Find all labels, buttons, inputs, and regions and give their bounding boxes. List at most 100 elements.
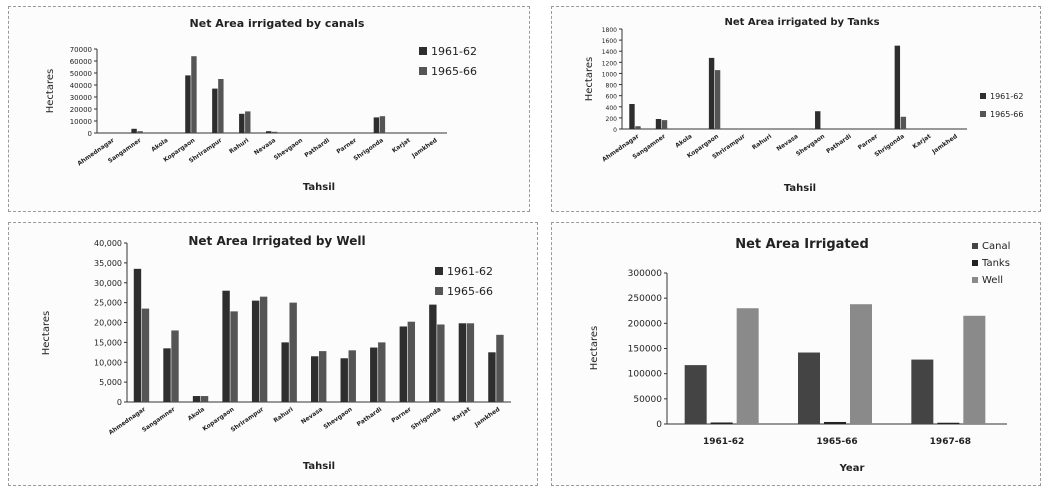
y-axis-label: Hectares (589, 326, 600, 370)
x-tick-label: Shevgaon (795, 133, 826, 158)
chart-title: Net Area irrigated by canals (190, 17, 365, 30)
x-axis-label: Tahsil (784, 183, 816, 194)
y-tick-label: 20,000 (94, 319, 122, 328)
legend-label: 1965-66 (431, 65, 477, 78)
x-tick-label: Shevgaon (273, 137, 304, 162)
y-tick-label: 30,000 (94, 279, 122, 288)
y-tick-label: 25,000 (94, 299, 122, 308)
x-tick-label: Jamkhed (930, 133, 959, 156)
bar (736, 308, 759, 424)
legend-label: 1965-66 (447, 285, 493, 298)
bar (245, 111, 251, 133)
legend-label: Well (982, 275, 1003, 286)
y-tick-label: 600 (606, 94, 618, 101)
y-tick-label: 20000 (70, 106, 92, 114)
y-tick-label: 35,000 (94, 259, 122, 268)
bar (192, 396, 201, 402)
bar (239, 113, 245, 133)
x-tick-label: Rahuri (751, 133, 773, 151)
y-tick-label: 0 (613, 127, 617, 134)
y-tick-label: 100000 (628, 370, 663, 380)
legend-label: 1961-62 (990, 92, 1023, 101)
x-tick-label: Nevasa (775, 133, 799, 153)
bar (458, 323, 467, 402)
x-tick-label: Karjat (391, 137, 412, 155)
bar (340, 358, 348, 402)
bar (496, 334, 504, 402)
bar (218, 79, 224, 133)
y-tick-label: 1600 (602, 38, 617, 45)
y-axis-label: Hectares (41, 311, 52, 355)
x-tick-label: 1967-68 (930, 437, 971, 447)
chart-canals: Net Area irrigated by canals Hectares 7000… (45, 17, 477, 193)
bar (200, 396, 209, 402)
bar (437, 324, 445, 402)
y-axis-label: Hectares (45, 69, 56, 113)
bar (141, 308, 150, 402)
x-tick-label: Akola (187, 406, 206, 422)
x-tick-label: Nevasa (300, 406, 324, 426)
bar (289, 302, 297, 402)
legend-swatch (972, 260, 978, 266)
bar (222, 290, 230, 402)
x-tick-label: Jamkhed (473, 406, 502, 429)
legend-swatch (419, 47, 427, 55)
x-tick-label: Akola (150, 137, 169, 153)
legend-swatch (980, 93, 986, 99)
bar (963, 315, 986, 424)
y-tick-label: 60000 (70, 58, 92, 66)
x-axis-label: Tahsil (303, 461, 335, 472)
legend-swatch (419, 67, 427, 75)
x-tick-label: Parner (857, 133, 880, 152)
bar (251, 300, 260, 402)
y-tick-label: 1800 (602, 27, 617, 34)
legend-label: 1961-62 (447, 265, 493, 278)
bar (212, 88, 218, 133)
chart-well: Net Area Irrigated by Well Hectares 40,000… (41, 234, 511, 472)
x-tick-label: Parner (390, 406, 413, 425)
bar (272, 131, 278, 133)
bar (937, 422, 960, 424)
bar (171, 330, 179, 402)
bar (635, 126, 641, 129)
x-tick-label: Sangamner (141, 406, 177, 434)
y-tick-label: 1000 (602, 71, 617, 78)
x-tick-label: Rahuri (228, 137, 250, 155)
y-tick-label: 0 (88, 130, 92, 138)
y-tick-label: 200000 (628, 319, 663, 329)
y-tick-label: 800 (606, 83, 618, 90)
y-tick-label: 300000 (628, 269, 663, 279)
y-tick-label: 10,000 (94, 358, 122, 367)
y-tick-label: 15,000 (94, 338, 122, 347)
bar (708, 57, 715, 130)
bar (348, 350, 356, 402)
bar (407, 321, 416, 402)
bar (629, 104, 635, 129)
chart-title: Net Area Irrigated (735, 237, 869, 252)
x-tick-label: Akola (674, 133, 693, 149)
x-tick-label: Karjat (451, 406, 472, 424)
y-tick-label: 40,000 (94, 239, 122, 248)
x-tick-label: Shrigonda (352, 137, 384, 163)
y-tick-label: 250000 (628, 294, 663, 304)
x-tick-label: Rahuri (272, 406, 294, 424)
bar (281, 342, 289, 402)
x-tick-label: 1965-66 (816, 437, 857, 447)
bar (824, 421, 846, 424)
x-tick-label: Pathardi (303, 137, 331, 159)
legend-swatch (980, 111, 986, 117)
y-tick-label: 30000 (70, 94, 92, 102)
bar (311, 356, 319, 402)
chart-panel-well: Net Area Irrigated by Well Hectares 40,000… (8, 222, 538, 486)
x-tick-label: Pathardi (825, 133, 853, 155)
y-tick-label: 10000 (70, 118, 92, 126)
x-tick-label: Shrigonda (873, 133, 905, 159)
y-tick-label: 5,000 (99, 378, 122, 387)
y-tick-label: 1200 (602, 60, 617, 67)
bar (684, 365, 707, 424)
bar (131, 128, 137, 133)
bar (798, 352, 820, 424)
bar (661, 120, 668, 129)
y-tick-label: 40000 (70, 82, 92, 90)
y-axis-label: Hectares (584, 57, 595, 101)
